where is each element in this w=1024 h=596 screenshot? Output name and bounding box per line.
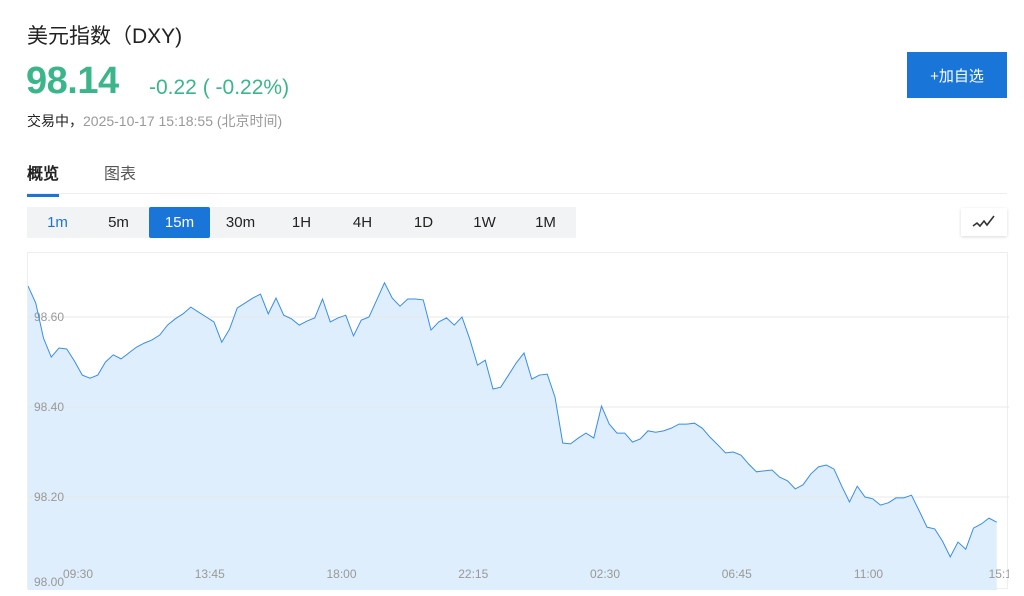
y-tick-label: 98.40 [34, 400, 64, 414]
price-line [27, 281, 997, 558]
tab-overview[interactable]: 概览 [27, 160, 60, 197]
trading-status-line: 交易中，2025-10-17 15:18:55 (北京时间) [27, 111, 282, 131]
y-tick-label: 98.00 [34, 575, 64, 589]
price-change: -0.22 ( -0.22%) [149, 76, 290, 99]
x-tick-label: 22:15 [458, 567, 488, 581]
x-tick-label: 18:00 [326, 567, 356, 581]
page-title: 美元指数（DXY) [27, 25, 183, 48]
tab-bar: 概览 图表 [27, 160, 136, 197]
x-tick-label: 15:1 [989, 567, 1009, 581]
interval-4h[interactable]: 4H [352, 214, 373, 231]
tab-chart[interactable]: 图表 [104, 166, 137, 183]
interval-selector: 1m 5m 15m 30m 1H 4H 1D 1W 1M [27, 207, 576, 238]
x-tick-label: 11:00 [854, 567, 883, 581]
y-tick-label: 98.60 [34, 310, 64, 324]
interval-30m[interactable]: 30m [225, 214, 256, 231]
interval-1m[interactable]: 1m [47, 214, 68, 231]
interval-15m[interactable]: 15m [149, 207, 210, 238]
interval-1w[interactable]: 1W [473, 214, 496, 231]
x-tick-label: 13:45 [195, 567, 225, 581]
y-tick-label: 98.20 [34, 490, 64, 504]
chart-type-button[interactable] [961, 208, 1007, 236]
interval-1mo[interactable]: 1M [535, 214, 556, 231]
interval-1h[interactable]: 1H [291, 214, 312, 231]
x-tick-label: 06:45 [722, 567, 752, 581]
interval-1d[interactable]: 1D [413, 214, 434, 231]
add-to-watchlist-button[interactable]: +加自选 [907, 52, 1007, 98]
interval-5m[interactable]: 5m [108, 214, 129, 231]
trading-status: 交易中， [27, 113, 83, 129]
timestamp: 2025-10-17 15:18:55 (北京时间) [83, 113, 283, 129]
area-fill [28, 282, 997, 590]
current-price: 98.14 [26, 60, 119, 102]
price-chart[interactable]: 98.60 98.40 98.20 98.00 09:30 13:45 18:00 22:15… [27, 252, 1012, 590]
divider [27, 193, 1007, 194]
line-chart-icon [972, 215, 995, 228]
x-tick-label: 02:30 [590, 567, 620, 581]
x-tick-label: 09:30 [63, 567, 93, 581]
